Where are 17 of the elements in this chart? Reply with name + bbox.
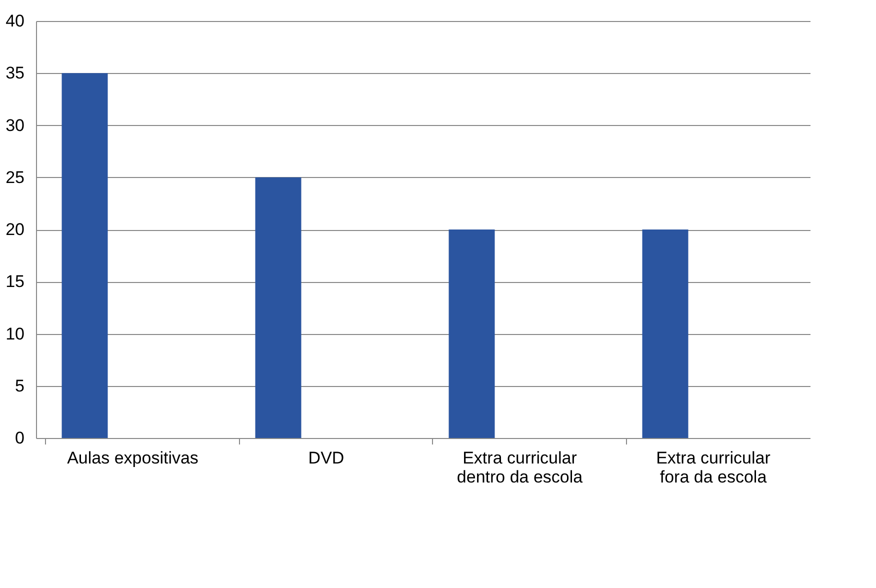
bar (255, 177, 302, 438)
x-tick-label: DVD (308, 448, 344, 468)
bar (642, 230, 688, 438)
bar (62, 73, 108, 438)
x-tick-label: Extra curricular fora da escola (656, 448, 771, 486)
bar (448, 230, 495, 438)
y-tick-label: 15 (6, 272, 24, 292)
y-tick-label: 25 (6, 168, 24, 187)
y-tick-label: 20 (6, 220, 24, 239)
y-tick-label: 5 (15, 376, 24, 396)
x-tick-label: Extra curricular dentro da escola (456, 448, 584, 486)
y-tick-label: 30 (6, 116, 24, 135)
x-tick-label: Aulas expositivas (67, 448, 198, 468)
y-tick-label: 10 (6, 324, 24, 344)
y-tick-label: 40 (6, 12, 24, 30)
y-tick-label: 0 (15, 428, 24, 448)
y-tick-label: 35 (6, 64, 24, 83)
